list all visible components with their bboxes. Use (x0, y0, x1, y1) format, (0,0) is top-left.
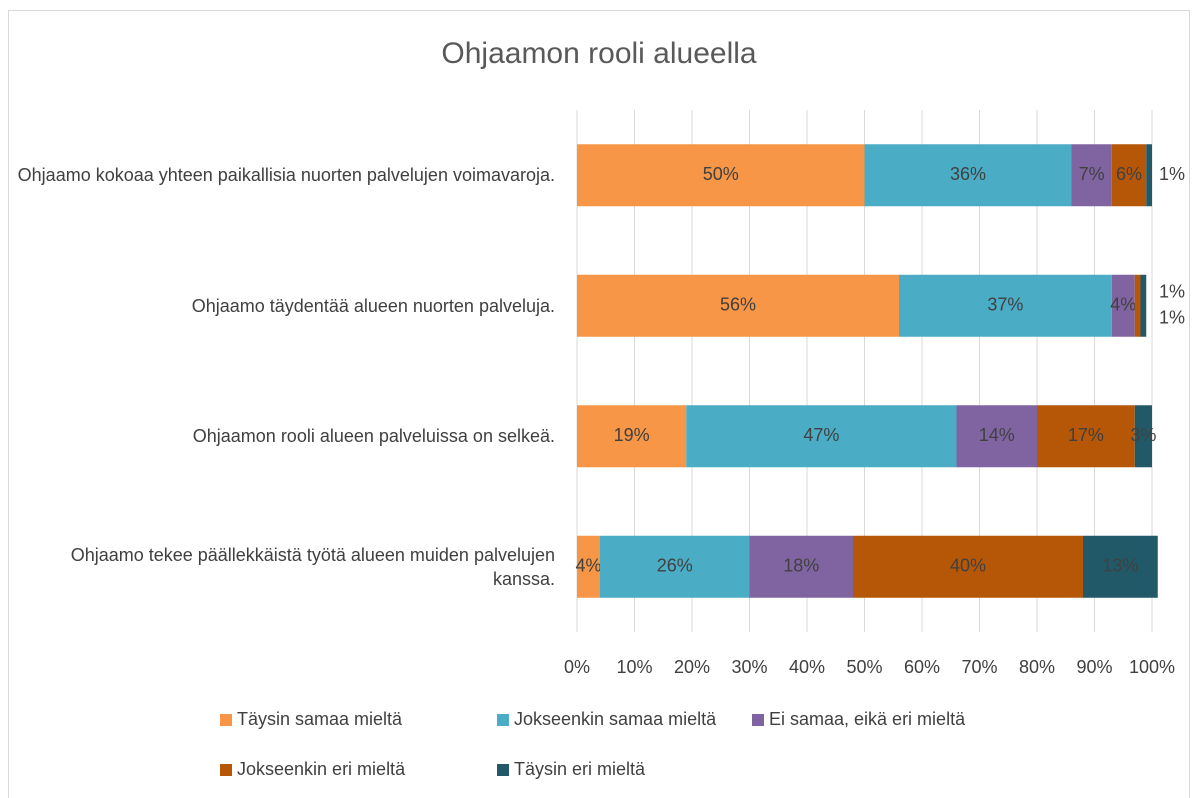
x-tick-label: 100% (1129, 657, 1175, 677)
data-label: 26% (657, 556, 693, 576)
data-label: 17% (1068, 425, 1104, 445)
bar-segment (1134, 274, 1141, 337)
bar-segment (1037, 405, 1135, 468)
data-label: 36% (950, 164, 986, 184)
data-label: 1% (1159, 282, 1185, 302)
legend-swatch (497, 714, 509, 726)
data-label: 37% (987, 295, 1023, 315)
bar-segment (749, 535, 853, 598)
data-label: 7% (1079, 164, 1105, 184)
legend-swatch (497, 764, 509, 776)
bar-segment (1071, 144, 1112, 207)
data-label: 3% (1130, 425, 1156, 445)
bar-segment (600, 535, 750, 598)
data-label: 4% (1110, 295, 1136, 315)
bar-segment (577, 535, 600, 598)
bar-segment (899, 274, 1112, 337)
chart-title: Ohjaamon rooli alueella (441, 37, 757, 70)
x-tick-label: 30% (731, 657, 767, 677)
bar-segment (956, 405, 1037, 468)
x-tick-label: 10% (616, 657, 652, 677)
bar-segment (1083, 535, 1158, 598)
legend-label: Jokseenkin eri mieltä (237, 759, 406, 779)
data-label: 47% (803, 425, 839, 445)
data-label: 18% (783, 556, 819, 576)
bar-segment (577, 274, 899, 337)
bar-segment (1111, 274, 1135, 337)
chart-border (8, 10, 1190, 798)
category-label: Ohjaamo kokoaa yhteen paikallisia nuorte… (17, 165, 555, 186)
legend-label: Jokseenkin samaa mieltä (514, 709, 717, 729)
x-tick-label: 50% (846, 657, 882, 677)
category-label: Ohjaamo tekee päällekkäistä työtä alueen… (70, 544, 555, 589)
bar-segment (853, 535, 1083, 598)
data-label: 6% (1116, 164, 1142, 184)
x-tick-label: 70% (961, 657, 997, 677)
x-tick-label: 40% (789, 657, 825, 677)
bar-segment (577, 144, 865, 207)
data-label: 13% (1102, 556, 1138, 576)
bar-segment (1111, 144, 1147, 207)
bar-segment (1140, 274, 1147, 337)
legend-swatch (220, 764, 232, 776)
data-label: 40% (950, 556, 986, 576)
data-label: 50% (703, 164, 739, 184)
bar-segment (686, 405, 957, 468)
legend-label: Täysin samaa mieltä (237, 709, 403, 729)
data-label: 14% (979, 425, 1015, 445)
data-label: 4% (575, 556, 601, 576)
bar-segment (864, 144, 1072, 207)
category-label: Ohjaamo täydentää alueen nuorten palvelu… (191, 295, 555, 316)
bar-segment (1146, 144, 1152, 207)
data-label: 56% (720, 295, 756, 315)
category-label: Ohjaamon rooli alueen palveluissa on sel… (192, 426, 555, 447)
bar-segment (577, 405, 687, 468)
bar-segment (1134, 405, 1152, 468)
legend-swatch (752, 714, 764, 726)
data-label: 1% (1159, 164, 1185, 184)
legend-label: Ei samaa, eikä eri mieltä (769, 709, 966, 729)
legend-swatch (220, 714, 232, 726)
legend-label: Täysin eri mieltä (514, 759, 646, 779)
x-tick-label: 0% (564, 657, 590, 677)
x-tick-label: 20% (674, 657, 710, 677)
x-tick-label: 80% (1019, 657, 1055, 677)
data-label: 1% (1159, 308, 1185, 328)
x-tick-label: 60% (904, 657, 940, 677)
x-tick-label: 90% (1076, 657, 1112, 677)
data-label: 19% (614, 425, 650, 445)
